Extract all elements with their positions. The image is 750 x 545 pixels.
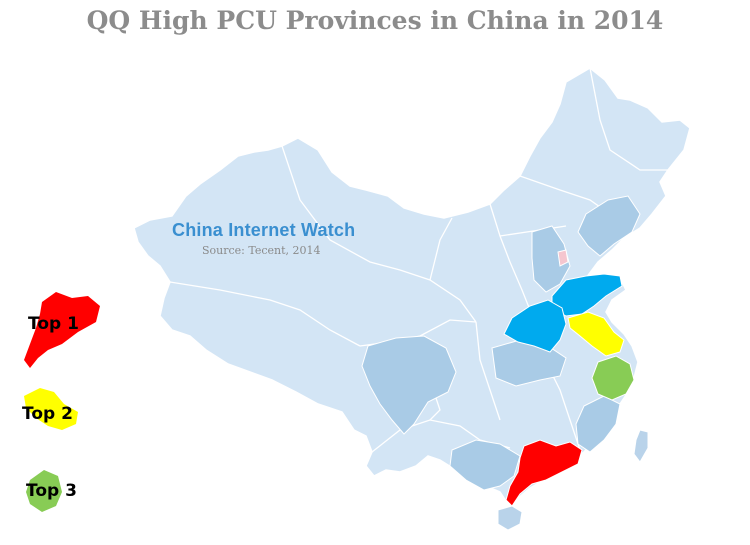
liaoning-province <box>577 195 641 257</box>
legend-label-top3: Top 3 <box>26 481 77 501</box>
legend-swatch-top2 <box>24 388 78 430</box>
legend-swatch-top1 <box>24 292 100 368</box>
henan-province <box>503 299 567 353</box>
guangxi-province <box>449 439 521 491</box>
beijing-marker <box>557 249 569 267</box>
guangdong-province <box>505 439 583 507</box>
hainan-island <box>497 505 523 531</box>
legend-label-top2: Top 2 <box>22 404 73 424</box>
china-outline <box>133 67 691 505</box>
legend-label-top1: Top 1 <box>28 314 79 334</box>
jiangsu-province <box>567 311 625 357</box>
legend-swatch-top3 <box>26 470 62 512</box>
hebei-province <box>531 225 571 293</box>
watermark-label: China Internet Watch <box>172 220 356 240</box>
map-title: QQ High PCU Provinces in China in 2014 <box>86 6 664 35</box>
taiwan-island <box>633 429 649 463</box>
sichuan-province <box>361 335 457 435</box>
source-label: Source: Tecent, 2014 <box>202 244 321 257</box>
zhejiang-province <box>591 355 635 401</box>
